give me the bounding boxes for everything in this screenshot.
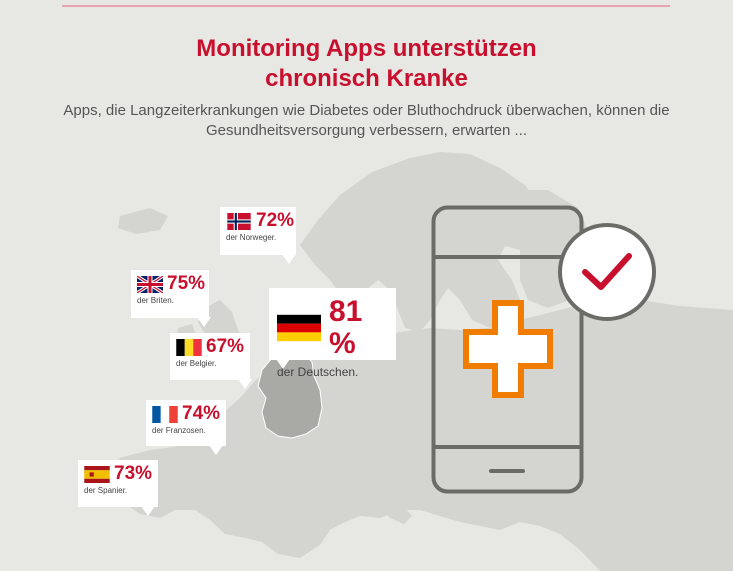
callout-spain: 73% der Spanier. <box>78 460 158 507</box>
germany-caption: der Deutschen. <box>277 365 359 379</box>
germany-percent: 81 % <box>329 295 363 360</box>
checkmark-icon <box>558 223 656 321</box>
callout-uk: 75% der Briten. <box>131 270 209 318</box>
spain-percent: 73% <box>114 463 153 484</box>
france-percent: 74% <box>182 403 221 424</box>
norway-caption: der Norweger. <box>226 233 277 242</box>
france-caption: der Franzosen. <box>152 426 206 435</box>
belgium-flag-icon <box>176 338 202 356</box>
smartphone-icon <box>431 205 584 494</box>
medical-cross-icon <box>463 300 553 398</box>
callout-tail <box>282 254 296 264</box>
callout-belgium: 67% der Belgier. <box>170 333 250 380</box>
france-flag-icon <box>152 405 178 423</box>
belgium-caption: der Belgier. <box>176 359 217 368</box>
spain-caption: der Spanier. <box>84 486 128 495</box>
germany-flag-icon <box>277 314 321 342</box>
callout-tail <box>238 379 252 389</box>
page-subtitle: Apps, die Langzeiterkrankungen wie Diabe… <box>63 102 670 139</box>
callout-norway: 72% der Norweger. <box>220 207 296 255</box>
belgium-percent: 67% <box>206 336 245 357</box>
callout-tail <box>197 317 211 327</box>
italy-landmass <box>330 446 412 524</box>
uk-flag-icon <box>137 275 163 293</box>
uk-caption: der Briten. <box>137 296 174 305</box>
callout-germany: 81 % der Deutschen. <box>269 288 396 379</box>
iceland-landmass <box>118 208 168 234</box>
germany-shape <box>257 349 323 439</box>
title-line-2: chronisch Kranke <box>265 65 468 92</box>
callout-france: 74% der Franzosen. <box>146 400 226 446</box>
norway-flag-icon <box>227 212 251 230</box>
callout-tail <box>141 506 155 516</box>
top-divider <box>62 5 670 7</box>
norway-percent: 72% <box>256 210 295 231</box>
mainland-landmass <box>100 300 733 571</box>
spain-flag-icon <box>84 465 110 483</box>
uk-percent: 75% <box>167 273 206 294</box>
scandinavia-landmass <box>300 152 575 332</box>
page-title: Monitoring Apps unterstützen chronisch K… <box>0 34 733 94</box>
callout-tail <box>276 359 290 369</box>
europe-map <box>100 152 733 571</box>
title-line-1: Monitoring Apps unterstützen <box>196 35 537 62</box>
callout-tail <box>209 445 223 455</box>
